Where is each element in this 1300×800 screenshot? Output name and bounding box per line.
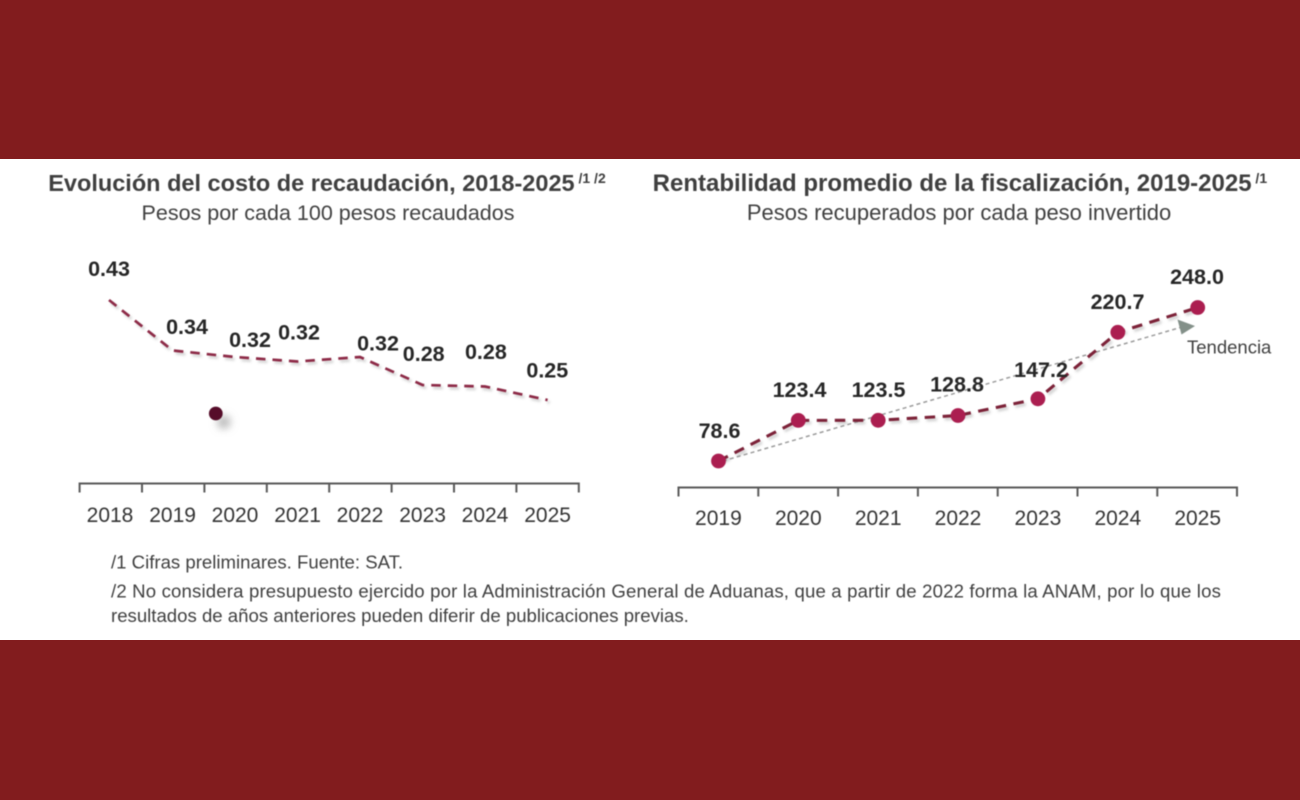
svg-text:2020: 2020 bbox=[775, 507, 822, 530]
svg-text:0.25: 0.25 bbox=[526, 359, 568, 383]
svg-text:147.2: 147.2 bbox=[1014, 358, 1068, 382]
svg-text:128.8: 128.8 bbox=[930, 373, 984, 397]
svg-text:2023: 2023 bbox=[399, 504, 446, 527]
svg-text:0.43: 0.43 bbox=[88, 257, 130, 281]
svg-text:78.6: 78.6 bbox=[699, 419, 741, 443]
svg-text:Tendencia: Tendencia bbox=[1187, 337, 1272, 358]
svg-text:0.32: 0.32 bbox=[278, 321, 320, 345]
svg-text:Pesos por cada 100 pesos recau: Pesos por cada 100 pesos recaudados bbox=[142, 201, 515, 225]
svg-text:2021: 2021 bbox=[274, 504, 321, 527]
svg-text:2019: 2019 bbox=[149, 504, 196, 527]
svg-text:/1 Cifras preliminares. Fuente: /1 Cifras preliminares. Fuente: SAT. bbox=[111, 552, 403, 573]
svg-text:Evolución del costo de recauda: Evolución del costo de recaudación, 2018… bbox=[48, 170, 606, 196]
svg-text:123.5: 123.5 bbox=[852, 378, 906, 402]
svg-text:2022: 2022 bbox=[337, 504, 384, 527]
svg-text:0.28: 0.28 bbox=[465, 340, 507, 364]
svg-text:2020: 2020 bbox=[212, 504, 259, 527]
svg-text:0.34: 0.34 bbox=[166, 315, 208, 339]
svg-text:resultados de años anteriores: resultados de años anteriores pueden dif… bbox=[111, 605, 689, 626]
svg-text:2021: 2021 bbox=[855, 507, 902, 530]
svg-text:2019: 2019 bbox=[695, 507, 742, 530]
svg-text:220.7: 220.7 bbox=[1091, 290, 1145, 314]
svg-text:Rentabilidad promedio de la fi: Rentabilidad promedio de la fiscalizació… bbox=[653, 170, 1268, 197]
svg-text:2025: 2025 bbox=[1174, 507, 1221, 530]
svg-text:2018: 2018 bbox=[87, 504, 134, 527]
svg-text:2024: 2024 bbox=[462, 504, 509, 527]
svg-text:0.32: 0.32 bbox=[357, 332, 399, 356]
svg-text:0.32: 0.32 bbox=[229, 328, 271, 352]
svg-text:2023: 2023 bbox=[1015, 507, 1062, 530]
svg-text:2025: 2025 bbox=[524, 504, 571, 527]
svg-text:0.28: 0.28 bbox=[403, 342, 445, 366]
svg-text:123.4: 123.4 bbox=[773, 378, 827, 402]
svg-text:2024: 2024 bbox=[1094, 507, 1141, 530]
svg-text:Pesos recuperados por cada pes: Pesos recuperados por cada peso invertid… bbox=[747, 200, 1171, 225]
svg-text:/2 No considera presupuesto ej: /2 No considera presupuesto ejercido por… bbox=[111, 581, 1221, 602]
svg-text:2022: 2022 bbox=[935, 507, 982, 530]
svg-text:248.0: 248.0 bbox=[1170, 265, 1224, 289]
